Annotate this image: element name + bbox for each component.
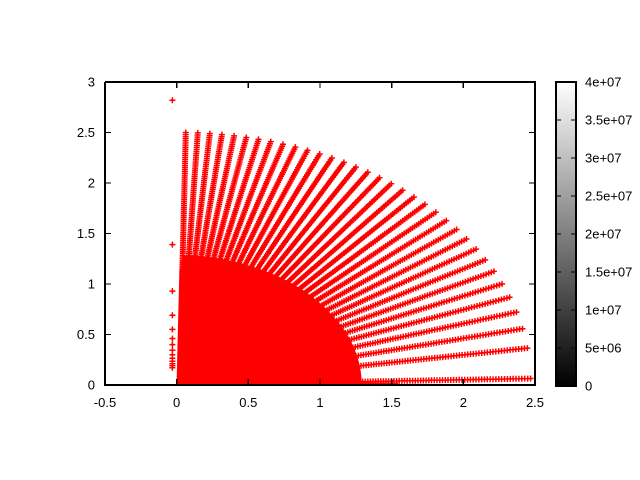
- x-tick-label: 1.5: [383, 395, 401, 410]
- y-tick-label: 0.5: [77, 327, 95, 342]
- colorbar-tick-label: 5e+06: [585, 340, 622, 355]
- colorbar-ticks: 0 5e+06 1e+07 1.5e+07 2e+07 2.5e+07 3e+07 3.5e+…: [556, 74, 632, 393]
- y-tick-label: 1: [88, 276, 95, 291]
- x-tick-label: 2.5: [526, 395, 544, 410]
- x-tick-label: 2: [460, 395, 467, 410]
- colorbar-tick-label: 1e+07: [585, 302, 622, 317]
- x-tick-label: 1: [316, 395, 323, 410]
- y-axis-ticks: 0 0.5 1 1.5 2 2.5 3: [77, 74, 535, 392]
- colorbar-tick-label: 2e+07: [585, 226, 622, 241]
- y-tick-label: 2.5: [77, 125, 95, 140]
- x-tick-label: -0.5: [94, 395, 116, 410]
- x-tick-label: 0.5: [239, 395, 257, 410]
- colorbar-tick-label: 3e+07: [585, 150, 622, 165]
- y-tick-label: 2: [88, 175, 95, 190]
- y-tick-label: 0: [88, 377, 95, 392]
- colorbar-tick-label: 4e+07: [585, 74, 622, 89]
- colorbar-tick-label: 3.5e+07: [585, 112, 632, 127]
- colorbar: 0 5e+06 1e+07 1.5e+07 2e+07 2.5e+07 3e+07 3.5e+…: [555, 74, 632, 393]
- x-axis-ticks: -0.5 0 0.5 1 1.5 2 2.5: [94, 82, 544, 410]
- y-tick-label: 1.5: [77, 226, 95, 241]
- colorbar-tick-label: 2.5e+07: [585, 188, 632, 203]
- axes-layer: -0.5 0 0.5 1 1.5 2 2.5 0 0.5 1 1.5 2 2.5 3: [77, 74, 544, 410]
- colorbar-tick-label: 1.5e+07: [585, 264, 632, 279]
- colorbar-tick-label: 0: [585, 378, 592, 393]
- y-tick-label: 3: [88, 74, 95, 89]
- x-tick-label: 0: [173, 395, 180, 410]
